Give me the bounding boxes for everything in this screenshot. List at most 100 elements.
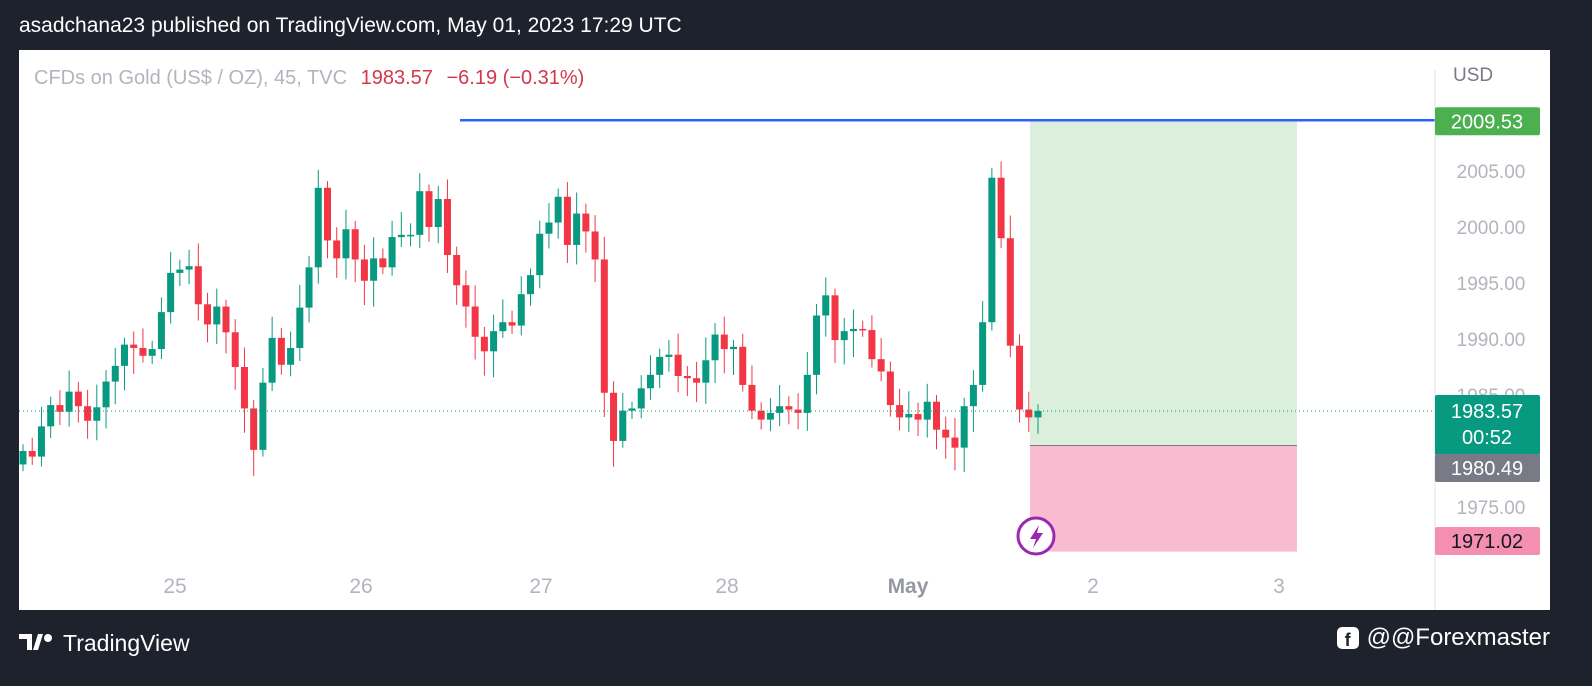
stop-zone xyxy=(1030,445,1297,552)
candle xyxy=(222,306,230,333)
candle xyxy=(425,191,433,227)
candle xyxy=(93,407,101,421)
y-tick-label: 1975.00 xyxy=(1457,498,1526,519)
candle xyxy=(157,312,165,350)
x-tick-label: 26 xyxy=(349,575,372,598)
y-tick-label: 2000.00 xyxy=(1457,218,1526,239)
y-tick-label: 1990.00 xyxy=(1457,330,1526,351)
entry-label-box xyxy=(1435,454,1540,482)
symbol-legend: CFDs on Gold (US$ / OZ), 45, TVC 1983.57… xyxy=(34,67,584,90)
candle xyxy=(324,187,331,241)
candle xyxy=(19,451,27,465)
candle xyxy=(757,410,765,420)
candle xyxy=(877,359,885,372)
candle xyxy=(176,269,184,273)
author-handle[interactable]: f @@Forexmaster xyxy=(1336,624,1550,652)
candle xyxy=(434,199,442,227)
candle xyxy=(563,196,571,245)
candle xyxy=(960,406,968,448)
candle xyxy=(951,437,959,448)
candle xyxy=(185,266,193,270)
candle xyxy=(259,382,267,450)
candle xyxy=(360,259,368,281)
candle xyxy=(905,414,913,418)
candle xyxy=(250,408,258,450)
author-handle-label: @@Forexmaster xyxy=(1366,624,1550,651)
candle xyxy=(997,177,1005,239)
y-tick-label: 2005.00 xyxy=(1457,162,1526,183)
candle xyxy=(231,332,239,367)
candle xyxy=(453,255,461,286)
tradingview-logo-icon xyxy=(19,630,55,657)
candle xyxy=(1006,238,1014,346)
tradingview-branding[interactable]: TradingView xyxy=(19,630,190,657)
candle xyxy=(1034,411,1042,418)
candle xyxy=(490,331,498,352)
last-price-legend: 1983.57 xyxy=(360,67,433,89)
candle xyxy=(65,391,73,412)
candle xyxy=(56,405,64,412)
candle xyxy=(831,295,839,341)
candle xyxy=(480,336,488,352)
candle xyxy=(591,231,599,260)
candle xyxy=(1016,345,1024,410)
chart-panel[interactable]: USD1985.001990.001995.002000.002005.0019… xyxy=(19,50,1550,610)
candle xyxy=(637,388,645,409)
candle xyxy=(240,367,248,409)
candle xyxy=(102,381,110,408)
candle xyxy=(683,375,691,379)
x-tick-label: 2 xyxy=(1087,575,1099,598)
candle xyxy=(305,267,313,308)
facebook-icon: f xyxy=(1336,627,1359,649)
last-price-label-box xyxy=(1435,395,1540,455)
candle xyxy=(886,371,894,406)
candle xyxy=(969,384,977,407)
resistance-price-label: 2009.53 xyxy=(1451,111,1523,133)
symbol-name[interactable]: CFDs on Gold (US$ / OZ), 45, TVC xyxy=(34,67,348,89)
candle xyxy=(711,334,719,361)
candle xyxy=(471,306,479,337)
candle xyxy=(628,408,636,411)
candle xyxy=(397,234,405,238)
candle xyxy=(28,451,36,457)
entry-price-label: 1980.49 xyxy=(1451,458,1523,480)
candle xyxy=(499,322,507,332)
candle xyxy=(407,234,415,237)
candle-group xyxy=(19,161,1042,476)
candle xyxy=(859,328,867,331)
resistance-label-box xyxy=(1435,107,1540,136)
candle xyxy=(573,213,581,245)
candle xyxy=(287,347,295,365)
lightning-glyph xyxy=(1030,525,1043,548)
candle xyxy=(720,334,728,350)
last-price-label: 1983.57 xyxy=(1451,401,1523,423)
candle xyxy=(379,258,387,268)
candle xyxy=(268,337,276,383)
candle xyxy=(130,344,138,348)
candle xyxy=(74,391,82,407)
candle xyxy=(416,191,424,235)
chart-canvas[interactable]: USD1985.001990.001995.002000.002005.0019… xyxy=(19,50,1550,610)
candle xyxy=(702,360,710,383)
candle xyxy=(646,374,654,389)
candle xyxy=(277,337,285,365)
x-tick-label: 27 xyxy=(529,575,552,598)
candle xyxy=(730,346,737,350)
price-change: −6.19 (−0.31%) xyxy=(446,67,585,89)
candle xyxy=(517,294,525,326)
publisher-header: asadchana23 published on TradingView.com… xyxy=(19,14,682,37)
candle xyxy=(665,354,673,357)
x-tick-label: 3 xyxy=(1273,575,1285,598)
currency-label: USD xyxy=(1453,65,1493,86)
candle xyxy=(554,196,562,223)
candle xyxy=(1025,409,1033,418)
candle xyxy=(508,322,516,326)
candle xyxy=(333,240,341,259)
candle xyxy=(536,233,544,276)
candle xyxy=(545,222,553,234)
candle xyxy=(314,187,322,268)
candle xyxy=(139,347,147,356)
candle xyxy=(822,295,830,316)
candle xyxy=(84,406,92,421)
candle xyxy=(813,315,821,375)
